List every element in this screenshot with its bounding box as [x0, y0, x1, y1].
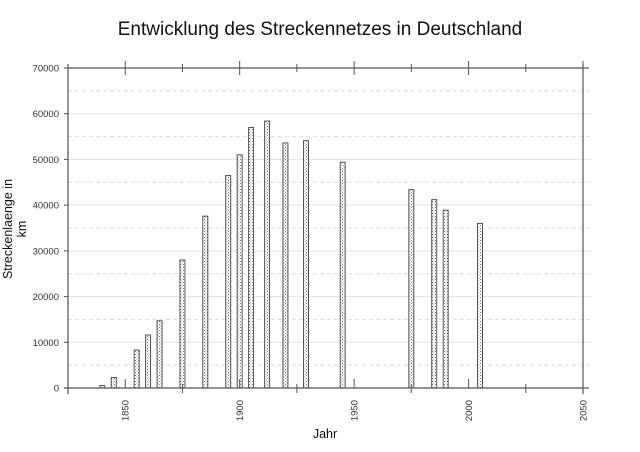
x-tick-label: 1850	[121, 400, 132, 421]
bar	[225, 174, 232, 389]
axes: 0 10000 20000 30000 40000 50000 60000 70000 1850…	[33, 61, 590, 421]
y-tick-label: 30000	[33, 246, 59, 257]
x-tick-label: 1950	[350, 400, 361, 421]
y-tick-label: 10000	[33, 338, 59, 349]
x-tick-label: 2050	[579, 400, 590, 421]
chart-title: Entwicklung des Streckennetzes in Deutsc…	[117, 19, 523, 40]
bar	[442, 209, 449, 389]
y-tick-label: 40000	[33, 201, 59, 212]
bar	[156, 320, 163, 389]
bar	[431, 199, 438, 389]
bar	[110, 377, 117, 389]
y-tick-label: 70000	[33, 64, 59, 75]
y-tick-label: 50000	[33, 155, 59, 166]
x-tick-label: 1900	[235, 400, 246, 421]
bar	[248, 126, 255, 389]
bar	[202, 215, 209, 389]
bar	[179, 259, 186, 389]
bar	[408, 189, 415, 389]
y-tick-label: 20000	[33, 292, 59, 303]
bars	[99, 120, 483, 389]
grid-lines	[68, 90, 591, 366]
y-tick-label: 0	[54, 384, 59, 395]
bar	[264, 120, 271, 389]
bar	[133, 349, 140, 389]
bar	[339, 161, 346, 389]
bar	[145, 334, 152, 389]
bar	[282, 142, 289, 389]
bar	[477, 222, 483, 389]
y-tick-label: 60000	[33, 109, 59, 120]
x-axis-label: Jahr	[312, 427, 338, 441]
x-tick-label: 2000	[464, 400, 475, 421]
bar	[236, 154, 243, 389]
bar	[303, 140, 309, 389]
